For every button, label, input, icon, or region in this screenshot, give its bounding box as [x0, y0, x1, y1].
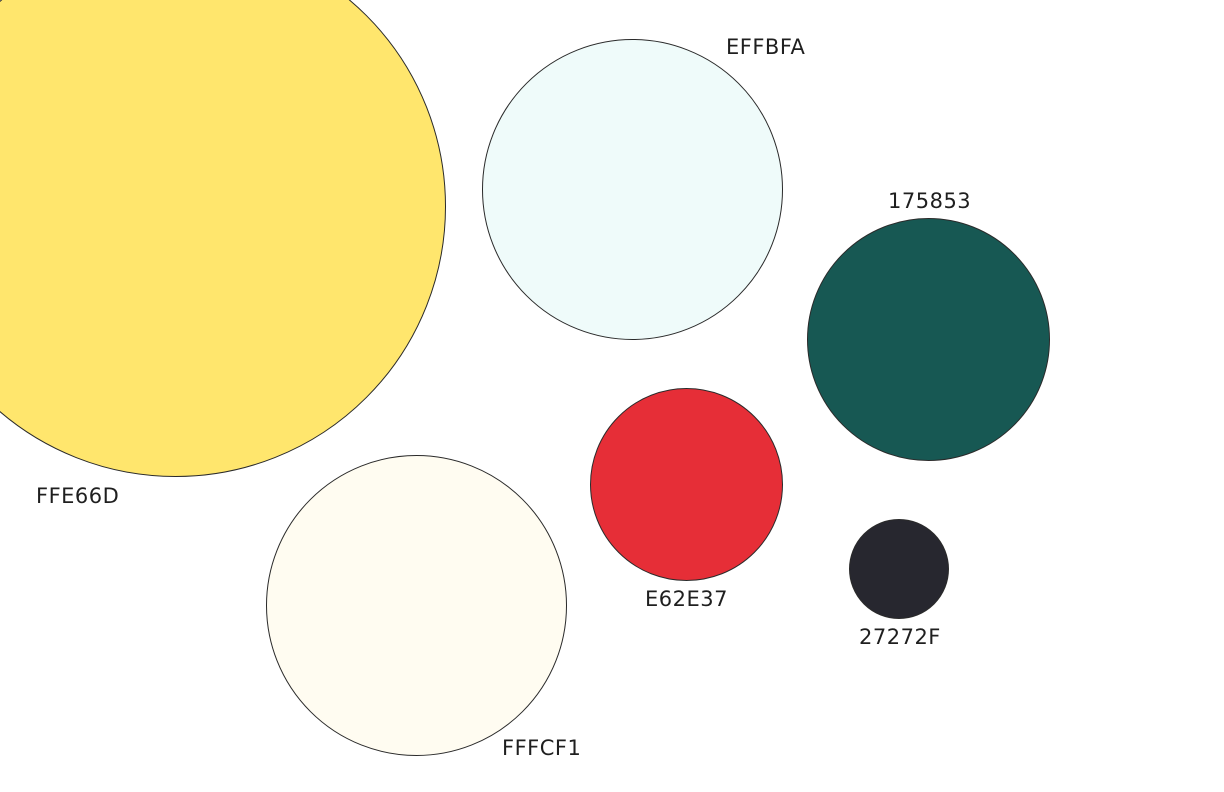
swatch-circle-175853 — [807, 218, 1050, 461]
swatch-label-fffcf1: FFFCF1 — [502, 736, 582, 760]
swatch-label-ffe66d: FFE66D — [36, 484, 120, 508]
swatch-circle-27272f — [849, 519, 949, 619]
swatch-circle-fffcf1 — [266, 455, 567, 756]
swatch-label-175853: 175853 — [888, 189, 972, 213]
swatch-label-effbfa: EFFBFA — [726, 35, 806, 59]
swatch-circle-e62e37 — [590, 388, 783, 581]
swatch-label-e62e37: E62E37 — [645, 587, 728, 611]
swatch-label-27272f: 27272F — [859, 625, 941, 649]
swatch-circle-ffe66d — [0, 0, 446, 477]
swatch-circle-effbfa — [482, 39, 783, 340]
